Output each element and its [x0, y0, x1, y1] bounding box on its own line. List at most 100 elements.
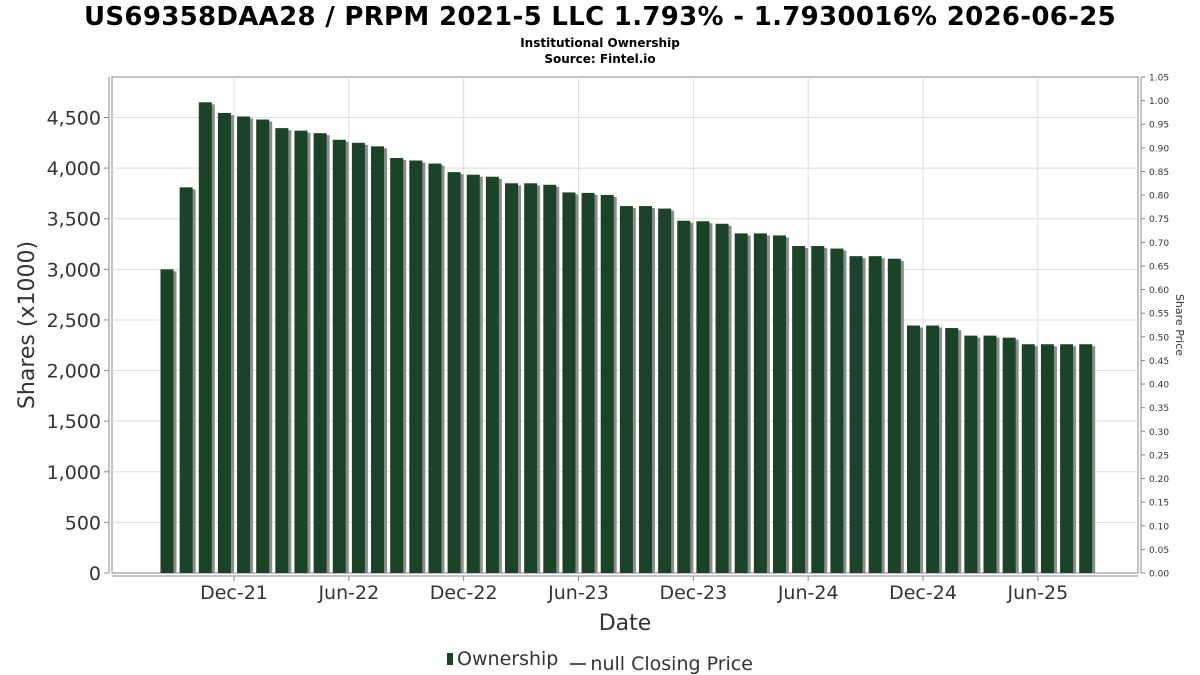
x-tick-label: Dec-21 [200, 582, 268, 604]
ownership-bar [887, 258, 901, 573]
ownership-bar [390, 157, 404, 573]
ownership-bar [677, 220, 691, 573]
y2-tick-label: 0.65 [1149, 262, 1169, 272]
ownership-bar [447, 172, 461, 574]
ownership-bar [792, 246, 806, 573]
y2-axis-ticks: 0.00 0.05 0.10 0.15 0.20 0.25 0.30 0.35 0.40 0.45… [1141, 74, 1169, 580]
ownership-bar [983, 335, 997, 573]
legend-ownership: Ownership [447, 648, 558, 670]
y2-tick-label: 0.15 [1149, 499, 1169, 509]
ownership-bar [906, 325, 920, 573]
y-tick-label: 4,000 [47, 158, 101, 180]
ownership-bar [371, 146, 385, 573]
y-tick-label: 3,000 [47, 259, 101, 281]
y2-tick-label: 1.00 [1149, 97, 1169, 107]
y2-tick-label: 0.05 [1149, 546, 1169, 556]
y2-tick-label: 0.50 [1149, 333, 1169, 343]
y2-tick-label: 0.90 [1149, 144, 1169, 154]
chart-subtitle: Institutional Ownership [520, 36, 680, 50]
ownership-bar [619, 206, 633, 573]
bar-series [160, 102, 1096, 574]
ownership-bar [964, 335, 978, 573]
ownership-bar [1021, 344, 1035, 573]
ownership-bar [466, 174, 480, 573]
ownership-bar [217, 112, 231, 573]
legend: Ownership null Closing Price [0, 648, 1200, 675]
ownership-bar [926, 325, 940, 573]
ownership-bar [428, 163, 442, 573]
ownership-bar [868, 256, 882, 573]
y-tick-label: 1,000 [47, 462, 101, 484]
y-tick-label: 1,500 [47, 411, 101, 433]
ownership-bar [639, 206, 652, 573]
ownership-bar [581, 192, 595, 573]
y2-tick-label: 0.40 [1149, 381, 1169, 391]
x-tick-label: Dec-24 [889, 582, 957, 604]
ownership-bar [658, 208, 672, 573]
ownership-bar [543, 184, 557, 573]
legend-price: null Closing Price [564, 653, 753, 675]
chart-source: Source: Fintel.io [544, 52, 656, 66]
y2-tick-label: 0.75 [1149, 215, 1169, 225]
ownership-bar [696, 221, 710, 573]
y2-tick-label: 0.30 [1149, 428, 1169, 438]
x-tick-label: Jun-23 [547, 582, 609, 604]
y2-tick-label: 0.55 [1149, 310, 1169, 320]
ownership-bar [849, 256, 863, 573]
y2-tick-label: 0.70 [1149, 239, 1169, 249]
ownership-bar [409, 160, 423, 574]
ownership-bar [772, 235, 786, 573]
y2-tick-label: 0.35 [1149, 404, 1169, 414]
y-tick-label: 2,000 [47, 361, 101, 383]
y2-axis-label: Share Price [1173, 294, 1186, 356]
x-axis-ticks: Dec-21 Jun-22 Dec-22 Jun-23 Dec-23 Jun-24 Dec-… [200, 576, 1068, 604]
legend-ownership-label: Ownership [457, 648, 559, 670]
bar-swatch-icon [447, 653, 454, 665]
ownership-bar [313, 133, 327, 573]
ownership-bar [237, 116, 251, 574]
x-tick-label: Jun-24 [777, 582, 839, 604]
ownership-bar [1040, 344, 1054, 573]
y-tick-label: 500 [65, 512, 101, 534]
y2-tick-label: 0.00 [1149, 570, 1169, 580]
ownership-bar [485, 176, 499, 573]
y2-tick-label: 0.95 [1149, 121, 1169, 131]
ownership-bar [524, 183, 538, 574]
ownership-bar [945, 328, 959, 573]
y-axis-ticks: 0 500 1,000 1,500 2,000 2,500 3,000 3,500 4,000 4… [47, 107, 109, 585]
ownership-bar [1079, 344, 1093, 573]
y2-tick-label: 1.05 [1149, 74, 1169, 84]
x-tick-label: Dec-22 [430, 582, 498, 604]
ownership-bar [351, 142, 365, 574]
x-tick-label: Jun-22 [317, 582, 379, 604]
y-tick-label: 2,500 [47, 310, 101, 332]
y2-tick-label: 0.45 [1149, 357, 1169, 367]
x-axis-label: Date [599, 611, 652, 636]
y2-tick-label: 0.25 [1149, 451, 1169, 461]
ownership-bar [294, 130, 308, 573]
y-axis-label: Shares (x1000) [15, 241, 40, 409]
ownership-bar [562, 192, 576, 573]
y2-tick-label: 0.80 [1149, 192, 1169, 202]
ownership-bar [256, 119, 270, 573]
y-tick-label: 0 [89, 563, 101, 585]
y-tick-label: 3,500 [47, 209, 101, 231]
ownership-bar [753, 233, 767, 573]
ownership-bar [275, 128, 289, 574]
y2-tick-label: 0.10 [1149, 522, 1169, 532]
ownership-bar [505, 183, 519, 574]
ownership-bar [734, 233, 748, 573]
ownership-bar [1002, 337, 1016, 573]
y2-tick-label: 0.20 [1149, 475, 1169, 485]
ownership-bar [715, 223, 729, 573]
y2-tick-label: 0.85 [1149, 168, 1169, 178]
y2-tick-label: 0.60 [1149, 286, 1169, 296]
ownership-bar [1060, 344, 1074, 573]
ownership-bar [332, 139, 346, 573]
ownership-bar [179, 187, 193, 573]
legend-price-label: null Closing Price [590, 653, 753, 675]
y-tick-label: 4,500 [47, 107, 101, 129]
x-tick-label: Dec-23 [659, 582, 727, 604]
x-tick-label: Jun-25 [1007, 582, 1069, 604]
